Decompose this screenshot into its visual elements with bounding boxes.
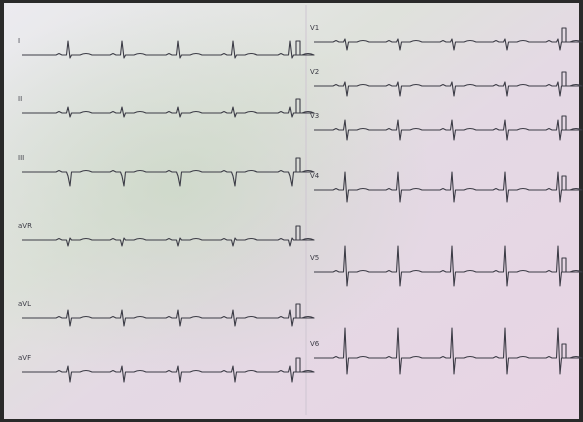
lead-label: V6 [310, 340, 320, 348]
ecg-trace [314, 245, 583, 287]
lead-label: V5 [310, 254, 319, 262]
lead-label: aVL [18, 300, 31, 308]
lead-label: III [18, 154, 24, 162]
ecg-trace [22, 40, 315, 59]
ecg-trace [314, 171, 583, 203]
ecg-trace [22, 357, 315, 383]
ecg-trace [22, 303, 315, 327]
ecg-trace [314, 71, 583, 97]
lead-label: aVF [18, 354, 31, 362]
ecg-trace [22, 98, 315, 118]
ecg-trace [314, 115, 583, 141]
paper-shade [4, 3, 579, 419]
lead-label: V2 [310, 68, 319, 76]
lead-label: V4 [310, 172, 320, 180]
lead-label: V3 [310, 112, 319, 120]
ecg-trace [314, 327, 583, 375]
lead-label: I [18, 37, 20, 45]
ecg-trace [22, 157, 315, 187]
lead-label: V1 [310, 24, 319, 32]
ecg-trace [22, 225, 315, 247]
lead-label: aVR [18, 222, 32, 230]
ecg-trace [314, 27, 583, 51]
lead-label: II [18, 95, 22, 103]
